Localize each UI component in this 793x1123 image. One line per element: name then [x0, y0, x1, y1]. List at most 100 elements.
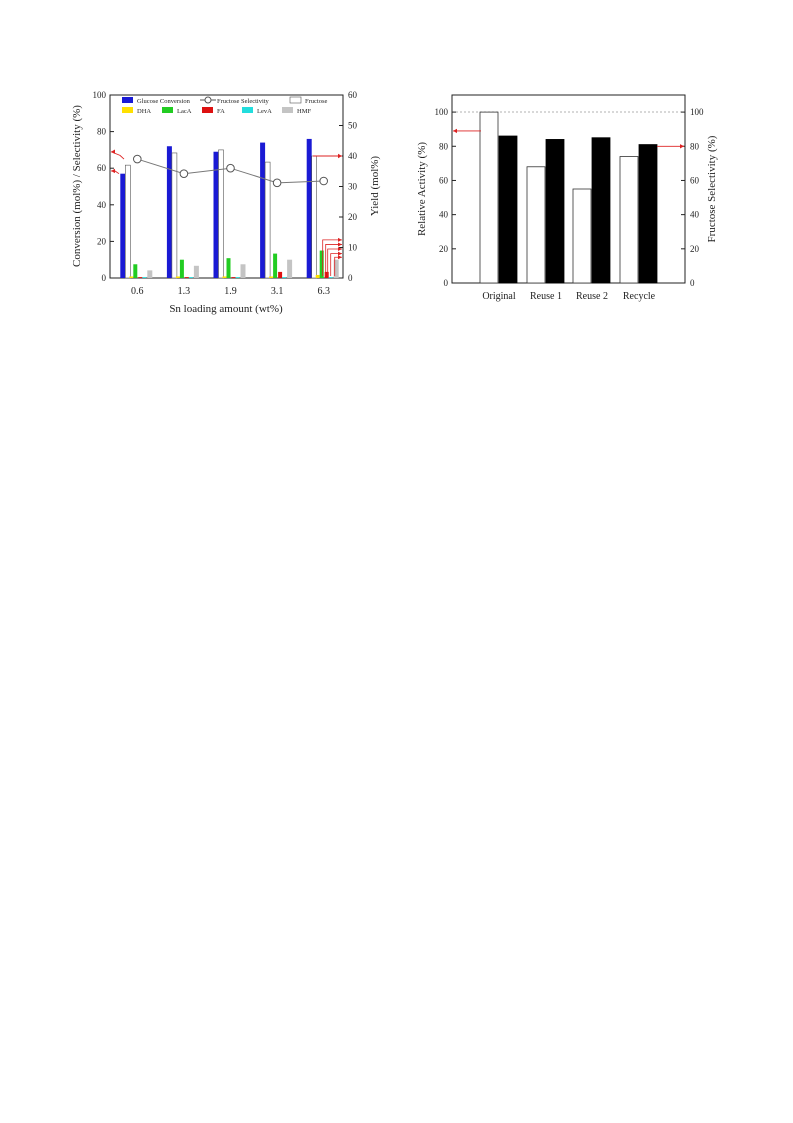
chart2-bar-fructose-selectivity [591, 137, 611, 284]
chart1-right-tick-label: 30 [348, 182, 358, 192]
chart-reuse-activity: 0 20 40 60 80 100 0 20 40 60 80 100 Original Reuse … [416, 94, 718, 302]
chart1-right-axis-label: Yield (mol%) [369, 156, 381, 217]
chart1-bar-fructose [218, 149, 224, 279]
chart1-product-arrow [327, 248, 342, 276]
chart2-right-tick-label: 100 [690, 107, 704, 117]
chart1-right-tick-label: 20 [348, 212, 358, 222]
chart1-legend-label-fructose-selectivity: Fructose Selectivity [217, 98, 270, 105]
chart1-left-tick-label: 0 [102, 273, 107, 283]
chart1-selectivity-point [319, 176, 329, 186]
chart1-product-arrow-head [338, 247, 342, 252]
chart2-x-tick-label: Reuse 2 [576, 291, 608, 302]
chart2-activity-arrow-head [453, 128, 457, 134]
chart2-axis-arrows [453, 128, 684, 149]
chart1-bar-glucose-conversion [166, 146, 172, 278]
chart1-bar-leva [188, 277, 193, 278]
chart1-product-arrow-head [338, 242, 342, 247]
chart1-conversion-arrow-head [111, 168, 115, 174]
chart2-bar-relative-activity [572, 188, 592, 284]
chart1-bar-glucose-conversion [120, 173, 126, 278]
chart1-product-arrow-head [338, 251, 342, 256]
chart1-bar-fa [324, 271, 329, 278]
chart1-product-arrow-head [338, 237, 342, 242]
chart1-selectivity-arrow [110, 151, 125, 160]
chart1-bar-dha [315, 274, 320, 278]
chart1-right-tick-label: 50 [348, 121, 358, 131]
chart1-product-arrow [325, 244, 342, 276]
chart1-bar-hmf [193, 265, 199, 278]
chart1-bar-fructose [171, 152, 178, 279]
chart1-bar-dha [222, 276, 227, 278]
chart1-bar-fructose [264, 161, 271, 279]
chart1-bar-fructose [311, 155, 318, 279]
chart2-bar-relative-activity [619, 156, 639, 284]
chart1-legend-marker-fructose-selectivity [204, 96, 212, 104]
chart2-right-tick-label: 40 [690, 210, 700, 220]
chart2-right-tick-label: 0 [690, 278, 695, 288]
chart1-product-arrow [322, 239, 342, 276]
chart2-bars [479, 111, 658, 284]
chart2-right-tick-label: 60 [690, 175, 700, 185]
chart2-x-axis-ticks: Original Reuse 1 Reuse 2 Recycle [482, 291, 655, 302]
chart1-right-tick-label: 0 [348, 273, 353, 283]
chart2-left-tick-label: 0 [444, 278, 449, 288]
chart2-bar-fructose-selectivity [638, 144, 658, 284]
chart-sn-loading: 0 20 40 60 80 100 0 10 20 30 40 50 60 0.6 1.3 1.9 3.1 6… [71, 90, 381, 315]
chart2-left-tick-label: 40 [439, 210, 449, 220]
chart1-legend-label-glucose-conversion: Glucose Conversion [137, 98, 191, 105]
chart1-product-arrow-head [338, 255, 342, 260]
chart1-left-tick-label: 100 [93, 90, 107, 100]
chart1-bar-laca [273, 253, 278, 278]
chart1-right-tick-label: 10 [348, 243, 358, 253]
chart1-legend-swatch-fructose [289, 96, 302, 104]
chart1-selectivity-arrow-head [111, 149, 115, 154]
chart1-right-tick-label: 40 [348, 151, 358, 161]
chart1-legend-swatch-laca [162, 107, 173, 113]
chart1-legend-label-leva: LevA [257, 108, 272, 115]
chart1-left-tick-label: 60 [97, 163, 107, 173]
chart1-bar-hmf [240, 264, 246, 278]
chart1-x-tick-label: 1.9 [224, 286, 237, 297]
chart1-bar-laca [319, 250, 324, 278]
chart1-bar-hmf [287, 259, 293, 278]
chart2-right-tick-label: 20 [690, 244, 700, 254]
chart1-bar-laca [226, 258, 231, 278]
chart1-bar-dha [129, 276, 134, 278]
chart1-left-tick-label: 20 [97, 236, 107, 246]
chart1-legend-swatch-hmf [282, 107, 293, 113]
chart1-selectivity-point [226, 163, 235, 173]
chart1-bar-glucose-conversion [213, 151, 219, 278]
chart1-bar-glucose-conversion [306, 138, 312, 278]
chart2-left-tick-label: 80 [439, 141, 449, 151]
chart1-left-axis-ticks: 0 20 40 60 80 100 [93, 90, 114, 283]
chart1-legend-swatch-leva [242, 107, 253, 113]
chart2-bar-relative-activity [526, 166, 546, 284]
chart2-right-tick-label: 80 [690, 141, 700, 151]
chart1-legend: Glucose Conversion Fructose Selectivity Fr… [122, 96, 328, 115]
chart1-bars [120, 138, 339, 279]
chart1-legend-label-fructose: Fructose [305, 98, 328, 105]
chart1-left-tick-label: 80 [97, 127, 107, 137]
chart2-left-tick-label: 60 [439, 175, 449, 185]
chart1-bar-fa [184, 277, 189, 278]
chart1-legend-swatch-fa [202, 107, 213, 113]
chart1-bar-leva [142, 277, 147, 278]
chart1-x-axis-ticks: 0.6 1.3 1.9 3.1 6.3 [131, 286, 330, 297]
chart2-x-tick-label: Recycle [623, 291, 656, 302]
chart1-bar-hmf [333, 259, 339, 278]
chart2-left-tick-label: 20 [439, 244, 449, 254]
chart1-bar-glucose-conversion [260, 142, 266, 278]
chart1-right-tick-label: 60 [348, 90, 358, 100]
chart1-bar-laca [179, 259, 184, 278]
chart2-bar-fructose-selectivity [498, 135, 518, 284]
chart1-x-axis-label: Sn loading amount (wt%) [169, 303, 283, 315]
chart1-fructose-arrow-head [338, 153, 342, 159]
chart1-right-axis-ticks: 0 10 20 30 40 50 60 [339, 90, 358, 283]
chart1-selectivity-point [179, 169, 189, 178]
chart1-bar-dha [175, 276, 180, 278]
chart1-bar-hmf [147, 270, 153, 278]
chart2-bar-fructose-selectivity [545, 139, 565, 284]
chart1-x-tick-label: 3.1 [271, 286, 284, 297]
chart2-x-tick-label: Original [482, 291, 516, 302]
